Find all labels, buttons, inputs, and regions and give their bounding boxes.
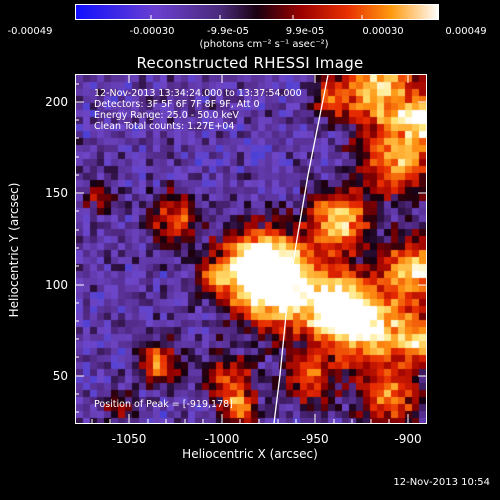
x-tick-label: -900 — [394, 432, 422, 446]
colorbar-tick-label: -0.00049 — [7, 26, 53, 37]
colorbar-ticks — [75, 15, 439, 19]
y-tick-label: 50 — [52, 369, 68, 383]
x-tick-label: -950 — [301, 432, 329, 446]
time-range-text: 12-Nov-2013 13:34:24.000 to 13:37:54.000 — [94, 88, 302, 99]
colorbar-tick-label: -0.00030 — [129, 26, 175, 37]
image-canvas — [76, 75, 426, 423]
colorbar-tick-label: 9.9e-05 — [285, 26, 325, 37]
peak-position-text: Position of Peak = [-919,178] — [94, 399, 233, 410]
colorbar-tick-label: 0.00030 — [362, 26, 404, 37]
rhessi-image: 12-Nov-2013 13:34:24.000 to 13:37:54.000… — [75, 74, 427, 424]
y-tick-label: 100 — [45, 278, 68, 292]
detectors-text: Detectors: 3F 5F 6F 7F 8F 9F, Att 0 — [94, 99, 260, 110]
colorbar-units: (photons cm⁻² s⁻¹ asec⁻²) — [199, 39, 329, 50]
x-tick-label: -1000 — [204, 432, 240, 446]
clean-counts-text: Clean Total counts: 1.27E+04 — [94, 121, 235, 132]
plot-title: Reconstructed RHESSI Image — [136, 54, 364, 72]
x-tick-label: -1050 — [111, 432, 147, 446]
colorbar-tick-label: -9.9e-05 — [207, 26, 249, 37]
energy-range-text: Energy Range: 25.0 - 50.0 keV — [94, 110, 239, 121]
y-tick-label: 150 — [45, 186, 68, 200]
y-axis-label: Heliocentric Y (arcsec) — [7, 182, 21, 318]
limb-overlay — [273, 75, 329, 423]
y-tick-label: 200 — [45, 95, 68, 109]
colorbar-tick-label: 0.00049 — [445, 26, 487, 37]
x-axis-label: Heliocentric X (arcsec) — [182, 447, 318, 461]
timestamp: 12-Nov-2013 10:54 — [393, 477, 490, 488]
colorbar — [75, 4, 439, 20]
